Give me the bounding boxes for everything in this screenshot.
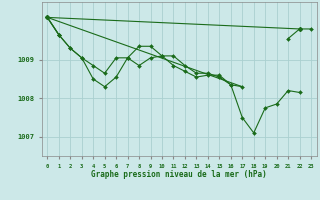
X-axis label: Graphe pression niveau de la mer (hPa): Graphe pression niveau de la mer (hPa) xyxy=(91,170,267,179)
